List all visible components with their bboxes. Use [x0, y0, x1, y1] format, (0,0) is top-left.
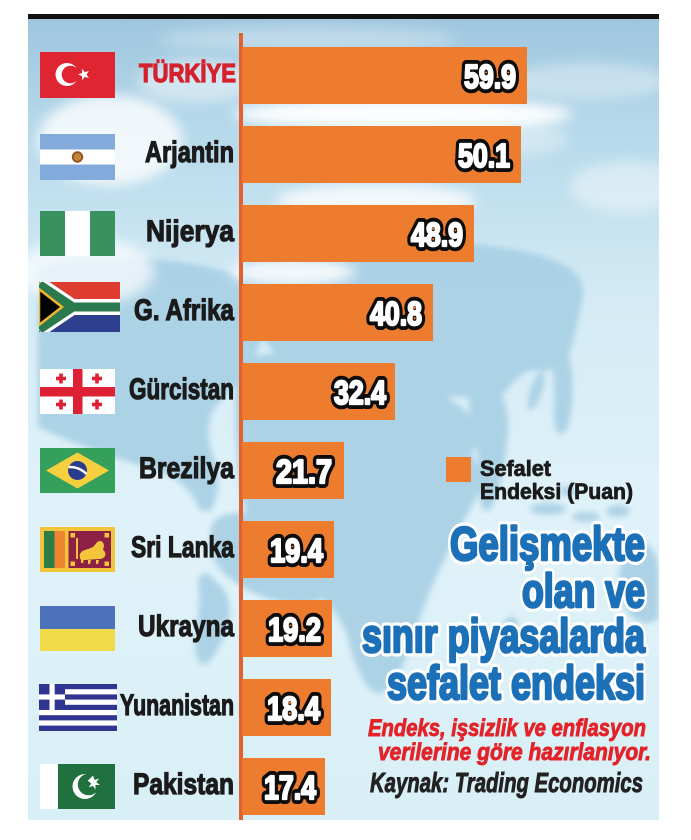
svg-text:59.9: 59.9: [464, 58, 516, 95]
svg-text:48.9: 48.9: [411, 216, 463, 253]
svg-text:48.9: 48.9: [411, 216, 463, 253]
svg-text:50.1: 50.1: [458, 137, 510, 174]
svg-text:19.4: 19.4: [270, 532, 324, 569]
svg-text:18.4: 18.4: [267, 690, 321, 727]
svg-text:Ukrayna: Ukrayna: [138, 610, 234, 643]
svg-text:59.9: 59.9: [464, 58, 516, 95]
svg-text:Arjantin: Arjantin: [145, 136, 234, 169]
svg-text:TÜRKİYE: TÜRKİYE: [139, 58, 236, 88]
svg-text:21.7: 21.7: [276, 453, 332, 490]
svg-text:Endeks, işsizlik ve enflasyon: Endeks, işsizlik ve enflasyon: [368, 715, 646, 742]
svg-text:40.8: 40.8: [370, 295, 422, 332]
svg-text:sınır piyasalarda: sınır piyasalarda: [362, 609, 646, 662]
svg-text:olan ve: olan ve: [522, 564, 645, 617]
svg-text:18.4: 18.4: [267, 690, 321, 727]
svg-text:Brezilya: Brezilya: [139, 452, 234, 485]
svg-text:32.4: 32.4: [334, 374, 387, 411]
svg-text:32.4: 32.4: [334, 374, 387, 411]
svg-text:Gürcistan: Gürcistan: [129, 373, 234, 406]
svg-text:Kaynak: Trading Economics: Kaynak: Trading Economics: [370, 767, 643, 798]
svg-text:17.4: 17.4: [264, 769, 317, 806]
svg-text:21.7: 21.7: [276, 453, 332, 490]
svg-text:sefalet endeksi: sefalet endeksi: [387, 656, 645, 709]
svg-text:Gelişmekte: Gelişmekte: [450, 517, 645, 570]
svg-text:Yunanistan: Yunanistan: [120, 689, 234, 722]
svg-text:19.2: 19.2: [268, 611, 321, 648]
svg-text:19.4: 19.4: [270, 532, 324, 569]
svg-text:verilerine göre hazırlanıyor.: verilerine göre hazırlanıyor.: [378, 739, 651, 766]
svg-text:sınır piyasalarda: sınır piyasalarda: [362, 609, 646, 662]
svg-text:Pakistan: Pakistan: [133, 768, 234, 801]
svg-text:Sri Lanka: Sri Lanka: [131, 531, 234, 564]
svg-text:Gelişmekte: Gelişmekte: [450, 517, 645, 570]
svg-text:19.2: 19.2: [268, 611, 321, 648]
svg-text:sefalet endeksi: sefalet endeksi: [387, 656, 645, 709]
svg-text:Sefalet: Sefalet: [480, 456, 552, 481]
svg-text:olan ve: olan ve: [522, 564, 645, 617]
svg-text:50.1: 50.1: [458, 137, 510, 174]
svg-text:40.8: 40.8: [370, 295, 422, 332]
svg-text:Nijerya: Nijerya: [146, 215, 234, 248]
svg-text:Endeksi (Puan): Endeksi (Puan): [480, 479, 633, 504]
svg-text:17.4: 17.4: [264, 769, 317, 806]
svg-text:G. Afrika: G. Afrika: [134, 294, 234, 327]
